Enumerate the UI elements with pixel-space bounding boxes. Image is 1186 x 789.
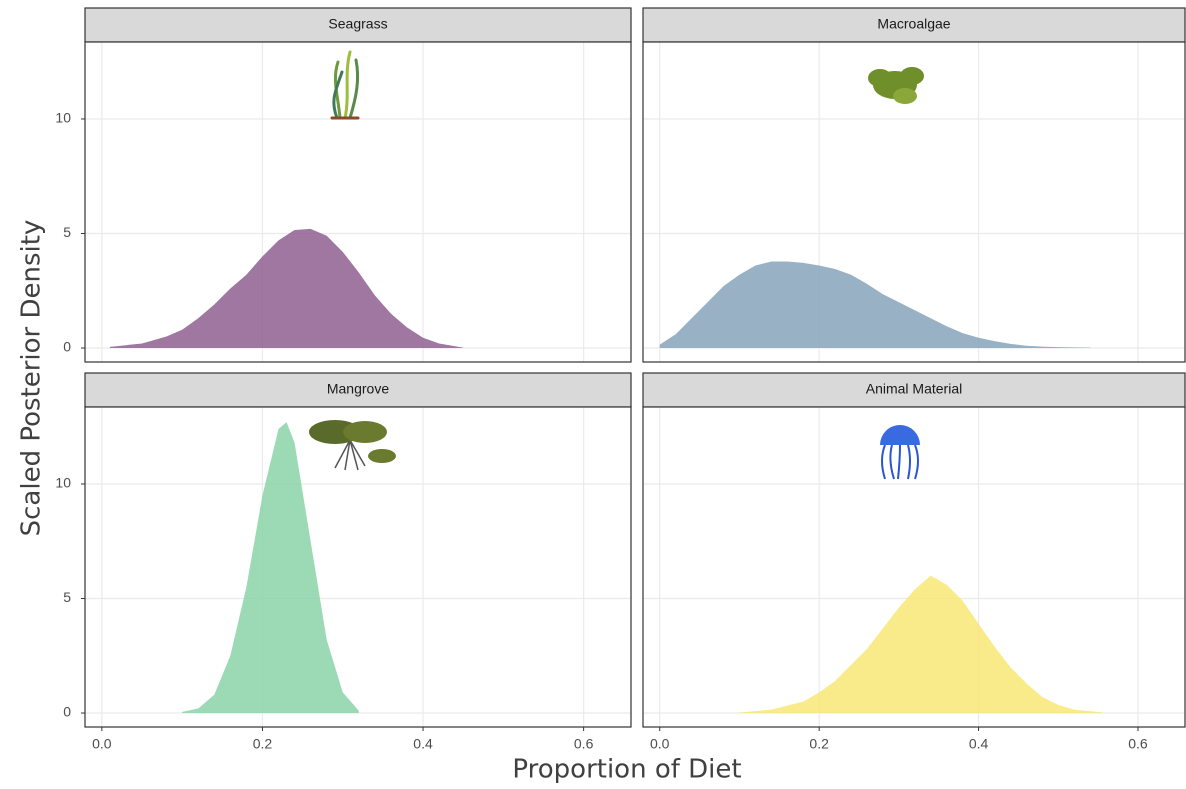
x-tick-label: 0.2 xyxy=(809,736,829,752)
x-tick-label: 0.4 xyxy=(413,736,433,752)
strip-label: Animal Material xyxy=(866,381,962,397)
chart: Scaled Posterior Density Proportion of D… xyxy=(0,0,1186,789)
y-tick-label: 10 xyxy=(55,475,71,491)
x-tick-label: 0.0 xyxy=(92,736,112,752)
x-tick-label: 0.2 xyxy=(253,736,273,752)
y-tick-label: 5 xyxy=(63,224,71,240)
strip-label: Mangrove xyxy=(327,381,389,397)
x-tick-label: 0.0 xyxy=(650,736,670,752)
y-axis-title: Scaled Posterior Density xyxy=(17,220,47,537)
y-tick-label: 0 xyxy=(63,704,71,720)
x-axis-title: Proportion of Diet xyxy=(512,755,741,785)
strip-label: Macroalgae xyxy=(877,16,950,32)
x-tick-label: 0.6 xyxy=(1128,736,1148,752)
x-tick-label: 0.4 xyxy=(969,736,989,752)
y-tick-label: 0 xyxy=(63,339,71,355)
strip-label: Seagrass xyxy=(328,16,387,32)
x-tick-label: 0.6 xyxy=(574,736,594,752)
y-tick-label: 10 xyxy=(55,110,71,126)
y-tick-label: 5 xyxy=(63,589,71,605)
